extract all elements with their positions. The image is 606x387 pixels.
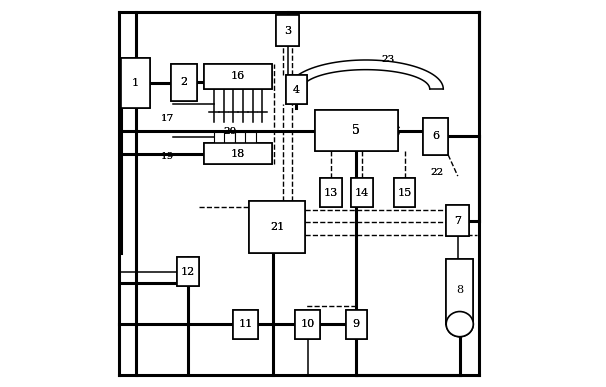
Ellipse shape (446, 312, 473, 337)
Text: 14: 14 (355, 188, 369, 197)
Text: 7: 7 (454, 216, 461, 226)
Text: 1: 1 (132, 78, 139, 88)
Text: 12: 12 (181, 267, 195, 277)
Text: 2: 2 (181, 77, 188, 87)
Text: 4: 4 (293, 85, 300, 95)
FancyBboxPatch shape (233, 310, 259, 339)
FancyBboxPatch shape (249, 201, 305, 253)
Text: 17: 17 (161, 113, 174, 123)
Text: 8: 8 (456, 285, 464, 295)
Text: 6: 6 (432, 132, 439, 141)
Text: 20: 20 (223, 127, 236, 136)
Text: 5: 5 (352, 124, 360, 137)
Text: 23: 23 (382, 55, 395, 65)
FancyBboxPatch shape (394, 178, 415, 207)
FancyBboxPatch shape (446, 259, 473, 324)
FancyBboxPatch shape (446, 205, 470, 236)
FancyBboxPatch shape (177, 257, 199, 286)
FancyBboxPatch shape (171, 64, 196, 101)
FancyBboxPatch shape (394, 178, 415, 207)
FancyBboxPatch shape (177, 257, 199, 286)
FancyBboxPatch shape (224, 132, 235, 143)
Text: 19: 19 (161, 152, 174, 161)
Text: 5: 5 (352, 124, 360, 137)
Text: 9: 9 (353, 319, 360, 329)
FancyBboxPatch shape (285, 75, 307, 104)
FancyBboxPatch shape (295, 310, 321, 339)
Text: 2: 2 (181, 77, 188, 87)
FancyBboxPatch shape (446, 259, 473, 324)
Text: 7: 7 (454, 216, 461, 226)
Text: 15: 15 (398, 188, 411, 197)
FancyBboxPatch shape (121, 58, 150, 108)
FancyBboxPatch shape (245, 132, 256, 143)
FancyBboxPatch shape (351, 178, 373, 207)
Text: 23: 23 (382, 55, 395, 65)
FancyBboxPatch shape (235, 132, 246, 143)
Text: 18: 18 (231, 149, 245, 159)
FancyBboxPatch shape (276, 15, 299, 46)
Text: 9: 9 (353, 319, 360, 329)
FancyBboxPatch shape (214, 132, 225, 143)
FancyBboxPatch shape (315, 110, 398, 151)
Text: 12: 12 (181, 267, 195, 277)
FancyBboxPatch shape (345, 310, 367, 339)
FancyBboxPatch shape (423, 118, 448, 155)
FancyBboxPatch shape (321, 178, 342, 207)
Text: 21: 21 (270, 223, 284, 232)
Text: 21: 21 (270, 223, 284, 232)
Text: 8: 8 (456, 285, 464, 295)
Text: 11: 11 (239, 319, 253, 329)
Text: 11: 11 (239, 319, 253, 329)
Text: 6: 6 (432, 132, 439, 141)
FancyBboxPatch shape (321, 178, 342, 207)
Text: 13: 13 (324, 188, 338, 197)
Text: 4: 4 (293, 85, 300, 95)
FancyBboxPatch shape (204, 64, 272, 89)
Ellipse shape (446, 312, 473, 337)
Text: 20: 20 (223, 127, 236, 136)
FancyBboxPatch shape (204, 64, 272, 89)
FancyBboxPatch shape (171, 64, 196, 101)
Text: 15: 15 (398, 188, 411, 197)
Text: 10: 10 (301, 319, 315, 329)
Text: 13: 13 (324, 188, 338, 197)
Text: 3: 3 (284, 26, 291, 36)
FancyBboxPatch shape (423, 118, 448, 155)
Text: 18: 18 (231, 149, 245, 159)
FancyBboxPatch shape (276, 15, 299, 46)
Text: 10: 10 (301, 319, 315, 329)
FancyBboxPatch shape (295, 310, 321, 339)
FancyBboxPatch shape (351, 178, 373, 207)
FancyBboxPatch shape (233, 310, 259, 339)
Text: 22: 22 (430, 168, 443, 177)
FancyBboxPatch shape (121, 58, 150, 108)
Text: 22: 22 (430, 168, 443, 177)
Text: 16: 16 (231, 72, 245, 81)
Text: 16: 16 (231, 72, 245, 81)
Text: 19: 19 (161, 152, 174, 161)
FancyBboxPatch shape (345, 310, 367, 339)
Text: 3: 3 (284, 26, 291, 36)
FancyBboxPatch shape (204, 143, 272, 164)
FancyBboxPatch shape (315, 110, 398, 151)
Text: 1: 1 (132, 78, 139, 88)
FancyBboxPatch shape (446, 205, 470, 236)
FancyBboxPatch shape (249, 201, 305, 253)
FancyBboxPatch shape (204, 143, 272, 164)
Text: 14: 14 (355, 188, 369, 197)
FancyBboxPatch shape (285, 75, 307, 104)
Text: 17: 17 (161, 113, 174, 123)
